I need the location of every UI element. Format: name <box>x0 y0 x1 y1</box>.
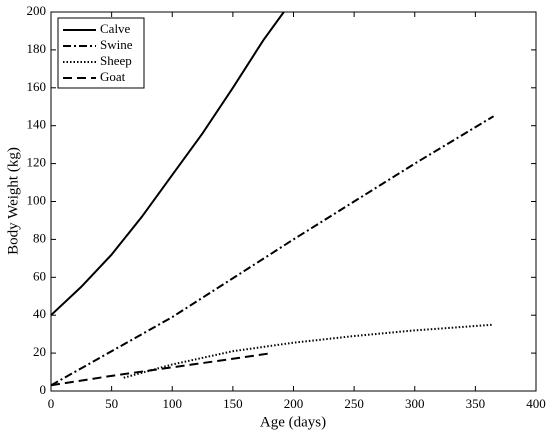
series-line <box>50 11 285 316</box>
y-tick-label: 120 <box>27 155 47 170</box>
y-tick-label: 80 <box>33 230 46 245</box>
legend-box <box>57 17 145 89</box>
series-line <box>123 323 494 379</box>
legend-label: Swine <box>100 37 133 52</box>
x-tick-label: 0 <box>48 396 55 411</box>
legend-label: Goat <box>100 69 126 84</box>
x-tick-label: 300 <box>405 396 425 411</box>
y-tick-label: 100 <box>27 192 47 207</box>
x-tick-label: 150 <box>223 396 243 411</box>
y-tick-label: 140 <box>27 117 47 132</box>
legend-label: Calve <box>100 21 131 36</box>
y-tick-label: 40 <box>33 306 46 321</box>
y-tick-label: 160 <box>27 79 47 94</box>
y-tick-label: 60 <box>33 268 46 283</box>
y-tick-label: 0 <box>40 382 47 397</box>
y-axis-label: Body Weight (kg) <box>5 147 21 255</box>
x-tick-label: 400 <box>526 396 546 411</box>
legend-label: Sheep <box>100 53 132 68</box>
x-tick-label: 100 <box>163 396 183 411</box>
x-tick-label: 350 <box>466 396 486 411</box>
x-tick-label: 200 <box>284 396 304 411</box>
y-tick-label: 20 <box>33 344 46 359</box>
x-axis-label: Age (days) <box>260 414 326 430</box>
y-tick-label: 180 <box>27 41 47 56</box>
y-tick-label: 200 <box>27 3 47 18</box>
series-line <box>50 115 495 387</box>
x-tick-label: 250 <box>344 396 364 411</box>
series-line <box>50 352 272 387</box>
x-tick-label: 50 <box>105 396 118 411</box>
